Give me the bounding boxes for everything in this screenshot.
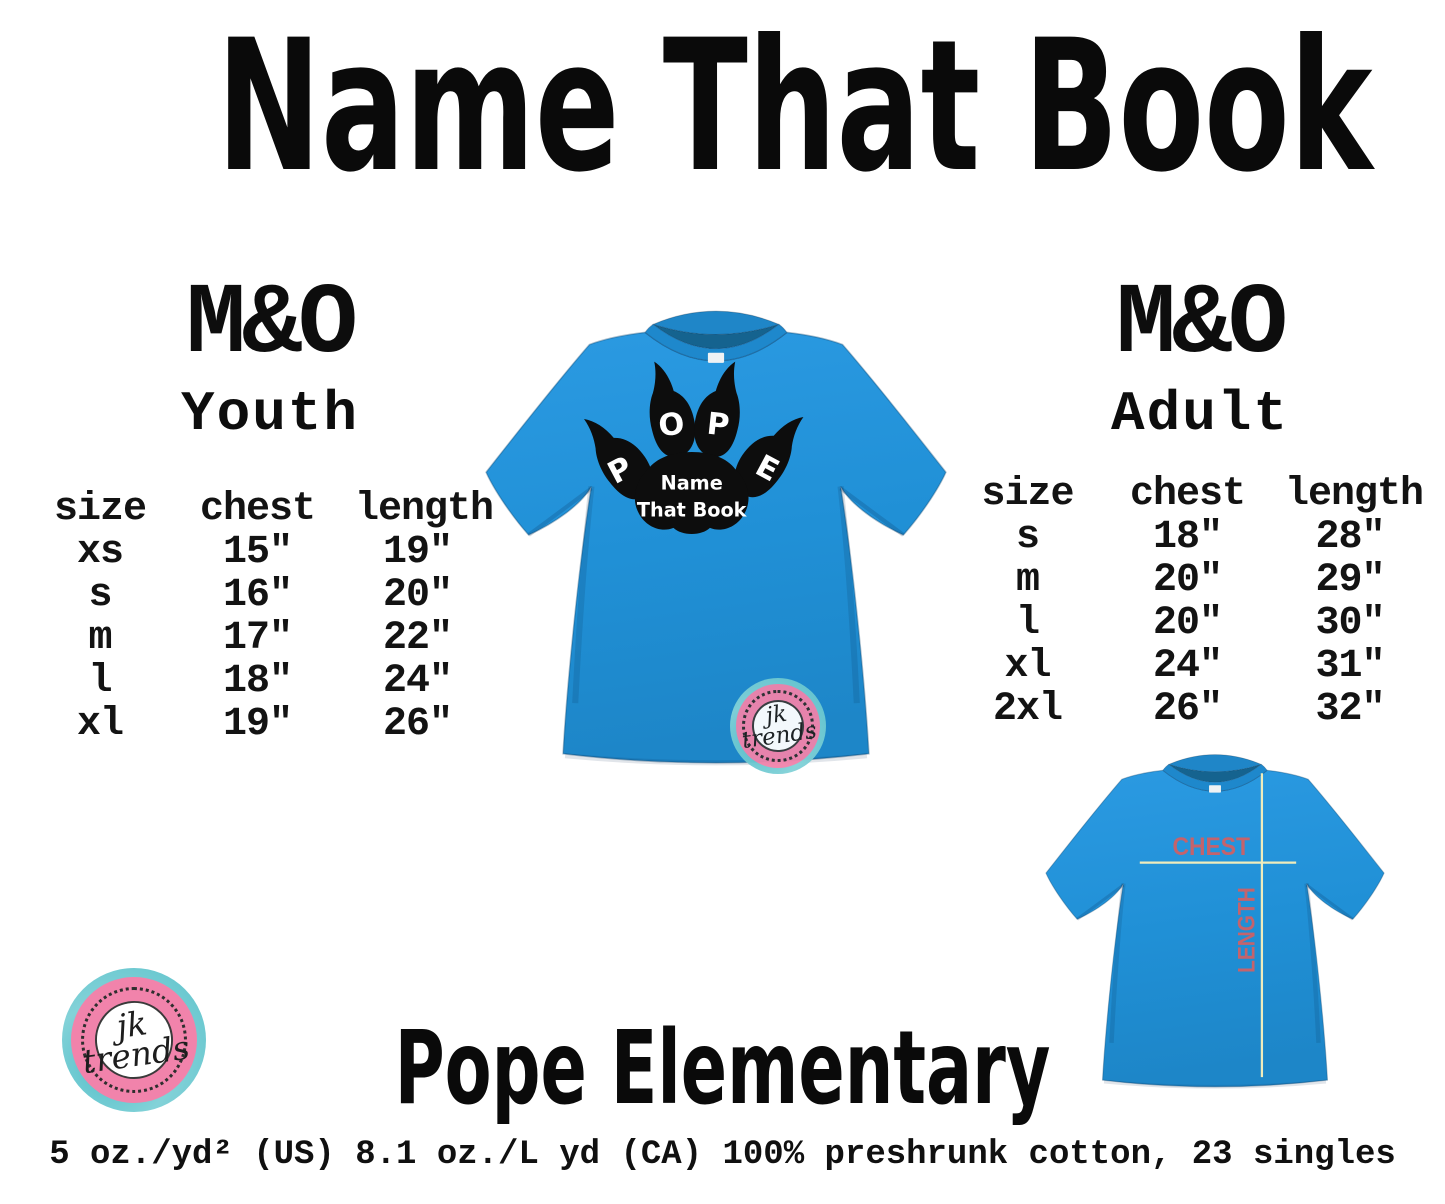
youth-size-cell: m (88, 616, 112, 661)
youth-size-cell: xl (76, 702, 124, 747)
youth-length-cell: 24" (382, 659, 453, 704)
adult-chest-cell: 26" (1152, 687, 1223, 732)
product-shirt-image: P O P E Name That Book (478, 298, 954, 774)
adult-chart-heading: M&O Adult (1010, 269, 1390, 446)
adult-col-header-chest: chest (1129, 472, 1246, 517)
logo-dotted-ring (80, 986, 188, 1094)
adult-chest-cell: 20" (1152, 601, 1223, 646)
youth-col-header-chest: chest (199, 487, 316, 532)
youth-col-header-length: length (355, 487, 494, 532)
paw-main-pad (634, 451, 749, 534)
youth-brand-name: M&O (185, 269, 358, 382)
school-name: Pope Elementary (394, 1009, 1051, 1128)
youth-chart-heading: M&O Youth (80, 269, 460, 446)
adult-brand-name: M&O (1115, 269, 1288, 382)
youth-category-label: Youth (180, 382, 360, 446)
adult-length-cell: 28" (1315, 515, 1385, 560)
fabric-specs: 5 oz./yd² (US) 8.1 oz./L yd (CA) 100% pr… (49, 1136, 1396, 1174)
youth-length-cell: 19" (382, 530, 453, 575)
adult-size-cell: l (1015, 601, 1040, 646)
youth-length-cell: 20" (382, 573, 453, 618)
paw-letter: P (705, 407, 731, 444)
youth-chest-cell: 19" (222, 702, 293, 747)
youth-col-header-size: size (53, 487, 147, 532)
blue-tshirt (486, 311, 946, 763)
logo-dotted-ring (742, 690, 814, 762)
paw-letter: O (657, 407, 686, 445)
youth-size-cell: xs (76, 530, 124, 575)
adult-length-cell: 29" (1315, 558, 1385, 603)
youth-size-table: size chest length xs 15" 19" s 16" 20" m… (40, 487, 494, 747)
youth-length-cell: 22" (382, 616, 453, 661)
chest-label: CHEST (1173, 833, 1251, 861)
adult-length-cell: 31" (1315, 644, 1385, 689)
measurement-shirt-image: CHEST LENGTH (1040, 745, 1390, 1095)
paw-text-line2: That Book (637, 499, 748, 522)
adult-length-cell: 30" (1315, 601, 1385, 646)
adult-col-header-length: length (1285, 472, 1424, 517)
length-label: LENGTH (1233, 887, 1260, 973)
adult-col-header-size: size (981, 472, 1074, 517)
jk-trends-logo: jk trends (62, 968, 206, 1112)
adult-size-cell: 2xl (992, 687, 1063, 732)
youth-length-cell: 26" (382, 702, 453, 747)
adult-size-cell: m (1015, 558, 1040, 603)
jk-trends-watermark: jk trends (730, 678, 826, 774)
paw-text-line1: Name (661, 471, 723, 494)
youth-chest-cell: 16" (222, 573, 293, 618)
youth-chest-cell: 15" (222, 530, 293, 575)
adult-chest-cell: 20" (1152, 558, 1223, 603)
adult-size-cell: s (1015, 515, 1040, 560)
adult-category-label: Adult (1110, 382, 1290, 446)
youth-chest-cell: 17" (222, 616, 293, 661)
adult-chest-cell: 18" (1152, 515, 1223, 560)
adult-length-cell: 32" (1315, 687, 1385, 732)
youth-size-cell: s (88, 573, 112, 618)
adult-chest-cell: 24" (1152, 644, 1223, 689)
youth-size-cell: l (88, 659, 112, 704)
page-title: Name That Book (216, 0, 1373, 212)
adult-size-table: size chest length s 18" 28" m 20" 29" l … (965, 472, 1424, 732)
adult-size-cell: xl (1004, 644, 1051, 689)
youth-chest-cell: 18" (222, 659, 293, 704)
